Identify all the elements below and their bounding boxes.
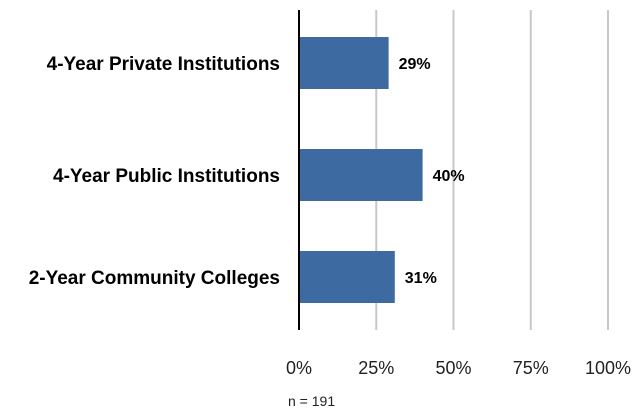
- x-tick-label: 0%: [286, 358, 312, 378]
- x-tick-label: 100%: [585, 358, 631, 378]
- bar: [299, 37, 389, 89]
- sample-size-note: n = 191: [288, 393, 335, 409]
- category-label: 4-Year Private Institutions: [47, 54, 280, 75]
- value-label: 29%: [399, 56, 431, 73]
- bar: [299, 149, 423, 201]
- bar: [299, 251, 395, 303]
- value-label: 40%: [433, 168, 465, 185]
- value-label: 31%: [405, 270, 437, 287]
- label-layer: 0% 25% 50% 75% 100% 29% 4-Year Private Institu…: [29, 54, 631, 378]
- x-tick-label: 75%: [513, 358, 549, 378]
- x-tick-label: 25%: [358, 358, 394, 378]
- bar-layer: [299, 37, 423, 303]
- category-label: 4-Year Public Institutions: [53, 166, 280, 187]
- x-tick-label: 50%: [435, 358, 471, 378]
- category-label: 2-Year Community Colleges: [29, 268, 280, 289]
